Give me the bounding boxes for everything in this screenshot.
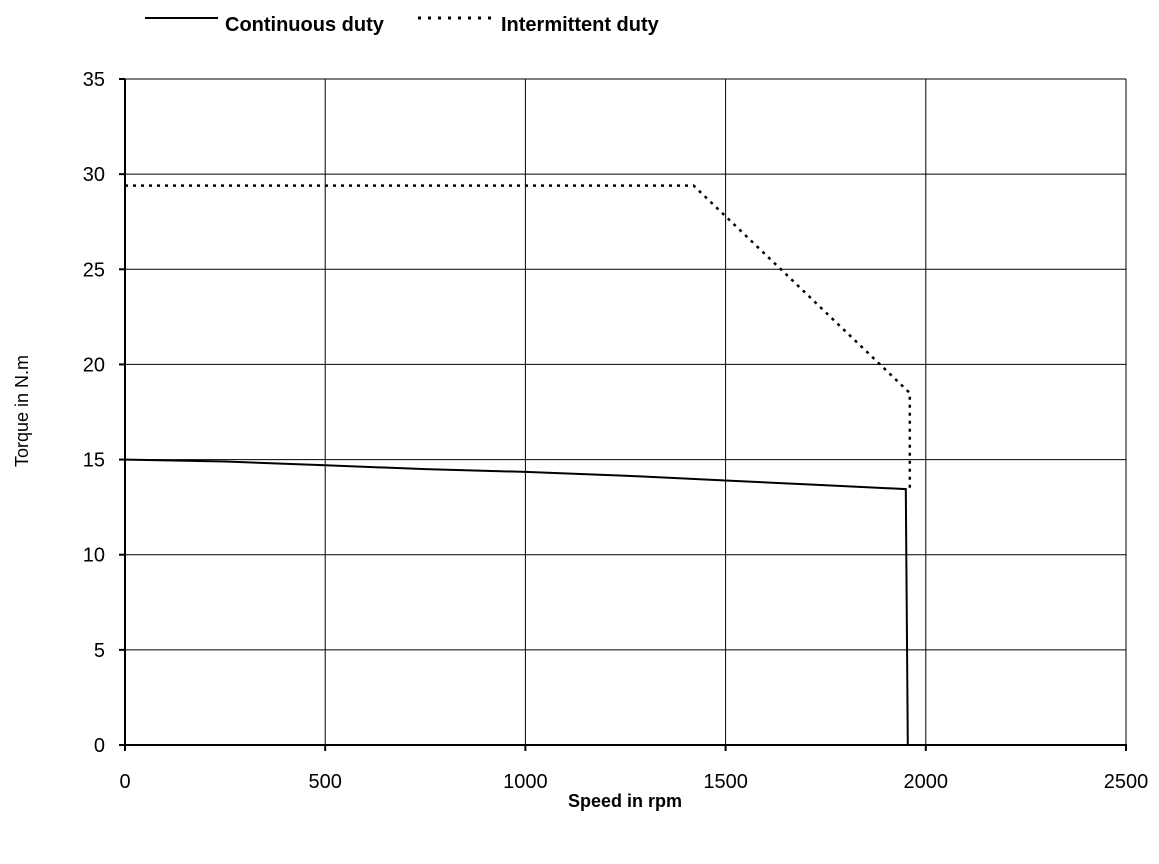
x-tick-label-2000: 2000 bbox=[904, 771, 949, 793]
x-tick-label-1000: 1000 bbox=[503, 771, 548, 793]
series-line-continuous bbox=[124, 458, 909, 746]
x-tick-label-0: 0 bbox=[119, 771, 130, 793]
series-line-intermittent bbox=[125, 184, 912, 489]
y-axis-title: Torque in N.m bbox=[12, 355, 32, 467]
axes bbox=[124, 79, 1127, 746]
y-tick-label-25: 25 bbox=[83, 259, 105, 281]
legend-label-continuous: Continuous duty bbox=[225, 14, 385, 36]
data-series bbox=[124, 184, 912, 746]
y-tick-label-30: 30 bbox=[83, 164, 105, 186]
y-tick-label-5: 5 bbox=[94, 640, 105, 662]
x-tick-label-2500: 2500 bbox=[1104, 771, 1149, 793]
legend-label-intermittent: Intermittent duty bbox=[501, 14, 660, 36]
y-tick-label-15: 15 bbox=[83, 450, 105, 472]
y-tick-label-20: 20 bbox=[83, 354, 105, 376]
grid-lines bbox=[125, 78, 1127, 745]
y-tick-label-10: 10 bbox=[83, 545, 105, 567]
x-tick-label-500: 500 bbox=[309, 771, 342, 793]
legend: Continuous duty Intermittent duty bbox=[145, 14, 660, 36]
axis-ticks: 0 5 10 15 20 25 30 35 0 500 1000 1500 2000 2500 bbox=[83, 69, 1149, 793]
y-tick-label-0: 0 bbox=[94, 735, 105, 757]
x-axis-title: Speed in rpm bbox=[568, 791, 682, 811]
x-tick-label-1500: 1500 bbox=[703, 771, 748, 793]
y-tick-label-35: 35 bbox=[83, 69, 105, 91]
